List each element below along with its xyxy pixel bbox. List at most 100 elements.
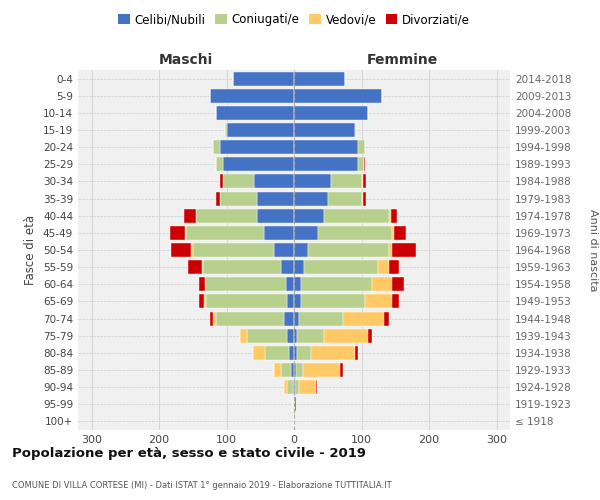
Bar <box>254 174 294 188</box>
Bar <box>170 226 185 240</box>
Bar <box>193 243 274 257</box>
Bar <box>185 226 186 240</box>
Text: Maschi: Maschi <box>159 52 213 66</box>
Bar <box>304 260 379 274</box>
Bar <box>284 380 287 394</box>
Bar <box>340 363 343 377</box>
Bar <box>294 158 358 172</box>
Bar <box>294 226 317 240</box>
Bar <box>233 72 294 86</box>
Bar <box>225 123 227 137</box>
Bar <box>287 328 294 342</box>
Bar <box>301 294 365 308</box>
Bar <box>205 278 286 291</box>
Bar <box>325 208 389 222</box>
Bar <box>284 312 294 326</box>
Bar <box>328 192 361 205</box>
Bar <box>204 294 206 308</box>
Bar <box>294 106 368 120</box>
Bar <box>358 140 365 154</box>
Bar <box>298 328 325 342</box>
Bar <box>209 312 213 326</box>
Bar <box>294 260 304 274</box>
Bar <box>289 346 294 360</box>
Bar <box>294 346 298 360</box>
Bar <box>299 312 343 326</box>
Bar <box>247 328 287 342</box>
Bar <box>343 312 384 326</box>
Bar <box>223 174 254 188</box>
Bar <box>274 363 281 377</box>
Bar <box>392 226 394 240</box>
Bar <box>257 192 294 205</box>
Bar <box>317 226 392 240</box>
Bar <box>294 398 295 411</box>
Bar <box>217 106 294 120</box>
Y-axis label: Anni di nascita: Anni di nascita <box>588 209 598 291</box>
Bar <box>293 398 294 411</box>
Bar <box>301 278 371 291</box>
Bar <box>199 278 205 291</box>
Bar <box>303 363 340 377</box>
Bar <box>364 158 365 172</box>
Bar <box>361 192 363 205</box>
Bar <box>186 226 263 240</box>
Bar <box>196 208 257 222</box>
Bar <box>295 380 299 394</box>
Bar <box>296 363 303 377</box>
Bar <box>213 140 220 154</box>
Bar <box>331 174 361 188</box>
Bar <box>358 158 364 172</box>
Bar <box>220 140 294 154</box>
Bar <box>294 88 382 102</box>
Bar <box>311 346 355 360</box>
Bar <box>281 363 292 377</box>
Bar <box>365 294 392 308</box>
Bar <box>281 260 294 274</box>
Bar <box>294 123 355 137</box>
Y-axis label: Fasce di età: Fasce di età <box>25 215 37 285</box>
Bar <box>392 294 398 308</box>
Text: Popolazione per età, sesso e stato civile - 2019: Popolazione per età, sesso e stato civil… <box>12 448 366 460</box>
Bar <box>203 260 281 274</box>
Bar <box>294 174 331 188</box>
Bar <box>308 243 389 257</box>
Bar <box>368 328 371 342</box>
Bar <box>286 278 294 291</box>
Bar <box>389 208 391 222</box>
Bar <box>294 243 308 257</box>
Bar <box>171 243 191 257</box>
Bar <box>294 140 358 154</box>
Bar <box>394 226 406 240</box>
Bar <box>316 380 317 394</box>
Bar <box>220 192 257 205</box>
Legend: Celibi/Nubili, Coniugati/e, Vedovi/e, Divorziati/e: Celibi/Nubili, Coniugati/e, Vedovi/e, Di… <box>113 8 475 31</box>
Bar <box>263 226 294 240</box>
Bar <box>294 363 296 377</box>
Bar <box>292 363 294 377</box>
Bar <box>294 192 328 205</box>
Bar <box>265 346 289 360</box>
Bar <box>206 294 287 308</box>
Bar <box>293 380 294 394</box>
Bar <box>392 243 415 257</box>
Bar <box>298 346 311 360</box>
Bar <box>392 278 404 291</box>
Bar <box>299 380 316 394</box>
Bar <box>384 312 389 326</box>
Bar <box>295 398 296 411</box>
Bar <box>217 192 220 205</box>
Bar <box>294 278 301 291</box>
Bar <box>209 88 294 102</box>
Bar <box>202 260 203 274</box>
Text: Femmine: Femmine <box>367 52 437 66</box>
Bar <box>355 346 358 360</box>
Bar <box>294 72 344 86</box>
Bar <box>240 328 247 342</box>
Bar <box>294 380 295 394</box>
Bar <box>379 260 389 274</box>
Bar <box>253 346 265 360</box>
Bar <box>363 174 366 188</box>
Bar <box>361 174 363 188</box>
Bar <box>363 192 366 205</box>
